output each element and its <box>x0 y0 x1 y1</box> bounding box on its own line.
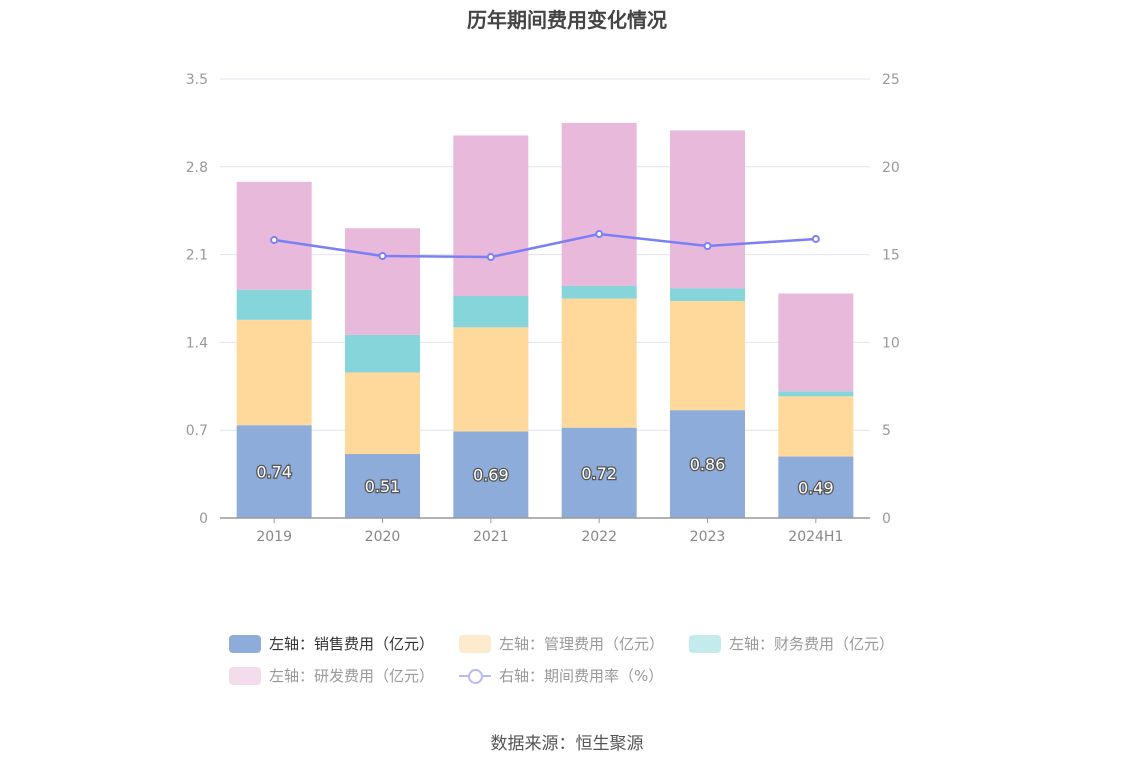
line-point <box>811 234 820 243</box>
legend-item[interactable]: 左轴：研发费用（亿元） <box>229 665 434 686</box>
y-right-tick-label: 20 <box>882 160 900 176</box>
y-right-tick-label: 5 <box>882 423 891 439</box>
data-label: 0.49 <box>798 478 834 497</box>
data-label: 0.74 <box>256 463 292 482</box>
line-point <box>595 230 604 239</box>
bar-segment <box>561 285 637 299</box>
legend-label: 左轴：管理费用（亿元） <box>499 635 665 653</box>
legend-label: 左轴：财务费用（亿元） <box>729 635 895 653</box>
bar-segment <box>345 334 420 373</box>
data-label: 0.72 <box>581 464 617 483</box>
bar-segment <box>236 289 312 320</box>
legend-line-marker-icon <box>459 667 491 685</box>
legend-swatch-icon <box>689 634 721 653</box>
legend-item[interactable]: 左轴：销售费用（亿元） <box>229 633 434 654</box>
data-label: 0.69 <box>473 466 509 485</box>
bar-segment <box>561 427 637 518</box>
source-note: 数据来源：恒生聚源 <box>490 734 644 754</box>
y-left-tick-label: 0 <box>199 511 208 527</box>
y-left-tick-label: 3.5 <box>186 72 208 88</box>
y-left-tick-label: 2.1 <box>186 248 208 264</box>
legend-label: 右轴：期间费用率（%） <box>499 667 664 685</box>
bar-segment <box>670 301 745 411</box>
data-label: 0.86 <box>690 455 726 474</box>
line-point <box>703 241 712 250</box>
bar-segment <box>453 295 529 328</box>
line-series <box>273 232 816 259</box>
x-tick-label: 2023 <box>690 529 726 545</box>
bar-segment <box>236 319 312 426</box>
y-left-tick-label: 1.4 <box>186 335 208 351</box>
chart-title: 历年期间费用变化情况 <box>467 8 667 32</box>
x-tick-label: 2020 <box>365 529 401 545</box>
line-point <box>486 253 495 262</box>
legend-swatch-icon <box>229 634 261 653</box>
bar-segment <box>345 372 420 455</box>
bar-segment <box>453 135 529 296</box>
legend-item[interactable]: 右轴：期间费用率（%） <box>459 665 663 686</box>
bar-segment <box>778 456 854 518</box>
bar-segment <box>236 425 312 518</box>
line-point <box>270 236 279 245</box>
legend-swatch-icon <box>229 666 261 685</box>
line-point <box>378 252 387 261</box>
bar-segment <box>345 454 420 518</box>
legend-label: 左轴：研发费用（亿元） <box>269 667 435 685</box>
bar-segment <box>670 410 745 518</box>
x-tick-label: 2024H1 <box>788 529 843 545</box>
bar-segment <box>778 396 854 457</box>
legend-swatch-icon <box>459 634 491 653</box>
chart: 0 0.7 1.4 2.1 2.8 3.5 0 5 10 15 20 25 0.74 2019 0.51 20… <box>186 72 900 545</box>
legend-label: 左轴：销售费用（亿元） <box>269 635 435 653</box>
data-label: 0.51 <box>365 477 401 496</box>
y-right-tick-label: 15 <box>882 248 900 264</box>
bar-segment <box>236 181 312 290</box>
bar-segment <box>778 391 854 397</box>
bar-segment <box>453 327 529 432</box>
x-tick-label: 2019 <box>256 529 292 545</box>
y-right-tick-label: 10 <box>882 335 900 351</box>
bar-segment <box>670 130 745 289</box>
bar-segment <box>453 431 529 518</box>
legend-item[interactable]: 左轴：财务费用（亿元） <box>689 633 894 654</box>
y-left-tick-label: 2.8 <box>186 160 208 176</box>
bar-segment <box>345 228 420 335</box>
x-tick-label: 2022 <box>581 529 617 545</box>
y-right-tick-label: 25 <box>882 72 900 88</box>
x-tick-label: 2021 <box>473 529 509 545</box>
bar-segment <box>670 288 745 302</box>
bar-segment <box>561 122 637 286</box>
legend-item[interactable]: 左轴：管理费用（亿元） <box>459 633 664 654</box>
bar-segment <box>778 293 854 392</box>
bar-segment <box>561 298 637 428</box>
y-left-tick-label: 0.7 <box>186 423 208 439</box>
y-right-tick-label: 0 <box>882 511 891 527</box>
